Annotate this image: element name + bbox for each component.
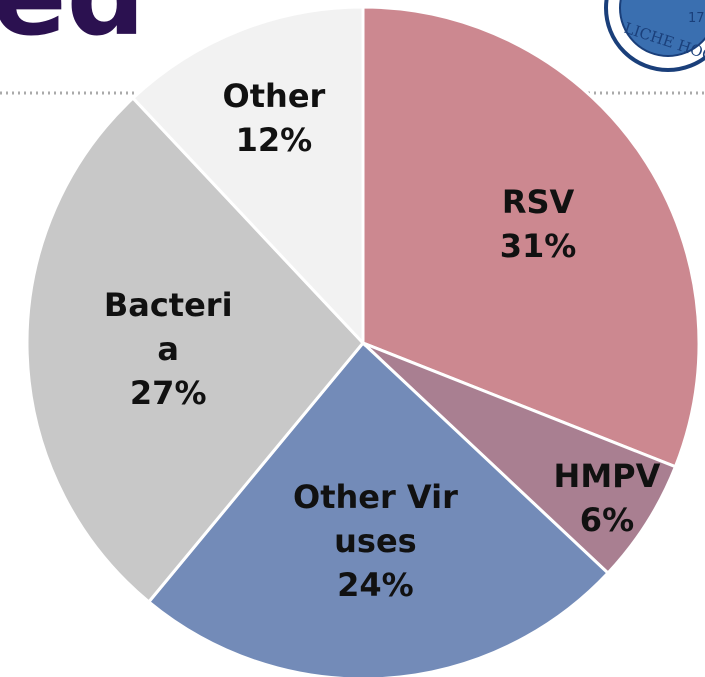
slice-value: 24% xyxy=(337,565,414,604)
slice-value: 27% xyxy=(129,374,207,413)
slice-name: HMPV xyxy=(553,456,661,495)
logo: 17 LICHE HOC xyxy=(604,0,705,72)
slice-label: HMPV 6% xyxy=(532,454,682,542)
pie-slice xyxy=(130,5,365,347)
pie-slice xyxy=(146,340,611,677)
slice-label: Other Viruses 24% xyxy=(290,475,460,607)
slice-name: RSV xyxy=(501,183,575,222)
slice-name: Bacteria xyxy=(103,286,233,369)
slice-label: Bacteria 27% xyxy=(93,283,243,415)
slice-label: RSV 31% xyxy=(468,180,608,268)
pie-slice xyxy=(25,95,365,605)
slide-title: ed xyxy=(0,0,145,60)
slice-value: 12% xyxy=(235,121,313,160)
slice-label: Other 12% xyxy=(199,74,349,162)
pie-slice xyxy=(361,5,701,469)
slice-name: Other Viruses xyxy=(293,477,458,560)
logo-number: 17 xyxy=(688,11,705,26)
slice-value: 6% xyxy=(579,500,635,539)
pie-slice xyxy=(361,341,678,576)
slice-name: Other xyxy=(222,77,326,116)
slice-value: 31% xyxy=(499,227,577,266)
